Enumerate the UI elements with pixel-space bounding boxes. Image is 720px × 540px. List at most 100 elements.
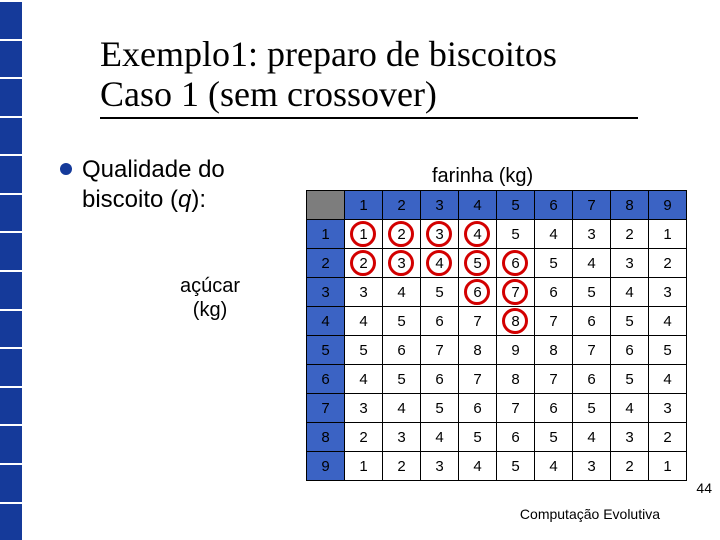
table-cell: 1 xyxy=(345,452,383,481)
table-cell: 8 xyxy=(535,336,573,365)
col-header: 4 xyxy=(459,191,497,220)
table-cell: 5 xyxy=(497,452,535,481)
table-cell: 3 xyxy=(383,423,421,452)
table-cell: 4 xyxy=(535,452,573,481)
row-header: 6 xyxy=(307,365,345,394)
table-cell: 4 xyxy=(383,394,421,423)
col-header: 9 xyxy=(649,191,687,220)
bullet-item: Qualidade do biscoito (q): xyxy=(60,155,300,215)
table-cell: 4 xyxy=(573,249,611,278)
table-cell: 4 xyxy=(611,278,649,307)
table-cell: 3 xyxy=(649,278,687,307)
table-cell: 7 xyxy=(459,365,497,394)
table-cell: 3 xyxy=(649,394,687,423)
table-cell: 6 xyxy=(573,307,611,336)
col-header: 3 xyxy=(421,191,459,220)
table-cell: 5 xyxy=(497,220,535,249)
col-header: 8 xyxy=(611,191,649,220)
table-cell: 2 xyxy=(345,423,383,452)
table-cell: 5 xyxy=(611,365,649,394)
table-cell: 8 xyxy=(497,307,535,336)
table-cell: 6 xyxy=(421,365,459,394)
table-cell: 1 xyxy=(649,452,687,481)
table-cell: 6 xyxy=(611,336,649,365)
table-cell: 5 xyxy=(573,394,611,423)
bullet-suffix: ): xyxy=(191,186,206,213)
row-header: 9 xyxy=(307,452,345,481)
table-cell: 6 xyxy=(535,394,573,423)
column-axis-label: farinha (kg) xyxy=(432,165,533,188)
table-cell: 4 xyxy=(573,423,611,452)
table-cell: 5 xyxy=(611,307,649,336)
table-cell: 4 xyxy=(459,220,497,249)
table-cell: 6 xyxy=(497,423,535,452)
table-cell: 7 xyxy=(573,336,611,365)
table-cell: 3 xyxy=(421,452,459,481)
table-cell: 5 xyxy=(345,336,383,365)
table-cell: 8 xyxy=(459,336,497,365)
table-cell: 5 xyxy=(535,423,573,452)
table-cell: 4 xyxy=(649,365,687,394)
col-header: 1 xyxy=(345,191,383,220)
row-header: 4 xyxy=(307,307,345,336)
table-cell: 7 xyxy=(497,278,535,307)
table-cell: 6 xyxy=(459,394,497,423)
table-cell: 4 xyxy=(459,452,497,481)
table-cell: 1 xyxy=(649,220,687,249)
col-header: 7 xyxy=(573,191,611,220)
table-cell: 4 xyxy=(345,307,383,336)
table-cell: 5 xyxy=(383,365,421,394)
table-cell: 4 xyxy=(611,394,649,423)
table-cell: 3 xyxy=(573,452,611,481)
table-corner xyxy=(307,191,345,220)
table-cell: 7 xyxy=(535,307,573,336)
footer-text: Computação Evolutiva xyxy=(520,506,660,522)
table-cell: 2 xyxy=(383,452,421,481)
table-cell: 7 xyxy=(535,365,573,394)
table-cell: 6 xyxy=(497,249,535,278)
table-cell: 5 xyxy=(573,278,611,307)
title-underline xyxy=(100,117,638,119)
table-cell: 3 xyxy=(383,249,421,278)
table-cell: 2 xyxy=(611,220,649,249)
table-cell: 6 xyxy=(421,307,459,336)
table-cell: 6 xyxy=(573,365,611,394)
table-cell: 8 xyxy=(497,365,535,394)
table-cell: 7 xyxy=(459,307,497,336)
col-header: 6 xyxy=(535,191,573,220)
table-cell: 3 xyxy=(421,220,459,249)
row-axis-label: açúcar (kg) xyxy=(180,274,240,322)
row-label-line2: (kg) xyxy=(193,299,227,321)
table-cell: 5 xyxy=(535,249,573,278)
table-cell: 4 xyxy=(535,220,573,249)
table-cell: 7 xyxy=(421,336,459,365)
table-cell: 5 xyxy=(421,394,459,423)
table-cell: 3 xyxy=(573,220,611,249)
bullet-var: q xyxy=(178,186,191,213)
table-cell: 5 xyxy=(421,278,459,307)
col-header: 2 xyxy=(383,191,421,220)
table-cell: 1 xyxy=(345,220,383,249)
table-cell: 4 xyxy=(421,249,459,278)
table-cell: 5 xyxy=(459,423,497,452)
row-header: 2 xyxy=(307,249,345,278)
quality-table: 1234567891123454321223456543233456765434… xyxy=(306,190,687,481)
table-cell: 3 xyxy=(345,278,383,307)
table-cell: 6 xyxy=(535,278,573,307)
table-cell: 2 xyxy=(345,249,383,278)
title-line1: Exemplo1: preparo de biscoitos xyxy=(100,34,557,74)
table-cell: 2 xyxy=(383,220,421,249)
page-number: 44 xyxy=(696,480,712,496)
table-cell: 2 xyxy=(649,249,687,278)
col-header: 5 xyxy=(497,191,535,220)
bullet-dot-icon xyxy=(60,163,72,175)
left-stripe xyxy=(0,0,22,540)
row-header: 8 xyxy=(307,423,345,452)
table-cell: 5 xyxy=(649,336,687,365)
row-header: 1 xyxy=(307,220,345,249)
table-cell: 6 xyxy=(383,336,421,365)
row-header: 7 xyxy=(307,394,345,423)
bullet-text: Qualidade do biscoito (q): xyxy=(82,155,300,215)
table-cell: 2 xyxy=(611,452,649,481)
table-cell: 4 xyxy=(421,423,459,452)
